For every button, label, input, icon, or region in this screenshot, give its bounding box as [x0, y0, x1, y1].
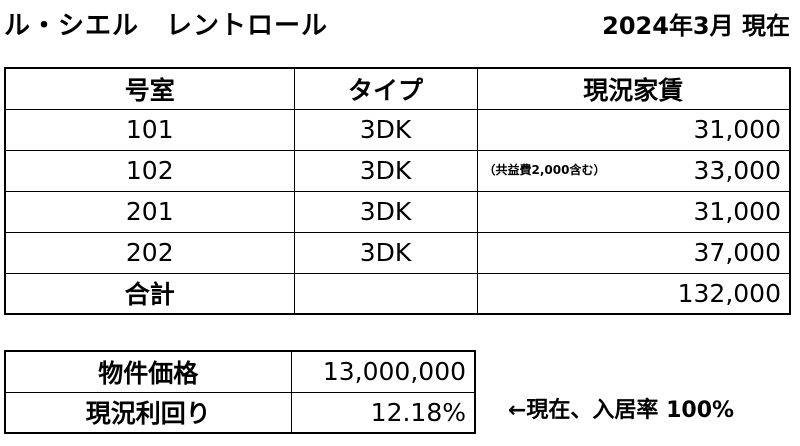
total-row: 合計 132,000	[4, 272, 791, 315]
room-type: 3DK	[293, 149, 478, 192]
room-number: 201	[4, 190, 295, 233]
total-rent: 132,000	[476, 272, 791, 315]
room-number: 202	[4, 231, 295, 274]
property-price-label: 物件価格	[4, 350, 292, 393]
column-header-room: 号室	[4, 67, 295, 110]
rent-roll-table: 号室 タイプ 現況家賃 101 3DK 31,000 102 3DK （共益費2…	[4, 67, 791, 315]
room-number: 101	[4, 108, 295, 151]
total-label: 合計	[4, 272, 295, 315]
header-row: 号室 タイプ 現況家賃	[4, 67, 791, 110]
yield-row: 現況利回り 12.18%	[4, 391, 476, 434]
current-rent: 33,000	[693, 156, 781, 185]
document-title: ル・シエル レントロール	[4, 11, 329, 41]
current-rent: 31,000	[476, 108, 791, 151]
empty-cell	[293, 272, 478, 315]
column-header-rent: 現況家賃	[476, 67, 791, 110]
current-yield-label: 現況利回り	[4, 391, 292, 434]
current-yield-value: 12.18%	[290, 391, 476, 434]
room-type: 3DK	[293, 231, 478, 274]
table-row: 102 3DK （共益費2,000含む） 33,000	[4, 149, 791, 192]
current-rent-cell: （共益費2,000含む） 33,000	[476, 149, 791, 192]
current-rent: 31,000	[476, 190, 791, 233]
common-fee-note: （共益費2,000含む）	[483, 162, 606, 177]
room-type: 3DK	[293, 190, 478, 233]
table-row: 202 3DK 37,000	[4, 231, 791, 274]
table-row: 201 3DK 31,000	[4, 190, 791, 233]
column-header-type: タイプ	[293, 67, 478, 110]
table-row: 101 3DK 31,000	[4, 108, 791, 151]
room-number: 102	[4, 149, 295, 192]
as-of-date: 2024年3月 現在	[602, 12, 790, 40]
occupancy-note: ←現在、入居率 100%	[508, 398, 735, 423]
property-price-value: 13,000,000	[290, 350, 476, 393]
room-type: 3DK	[293, 108, 478, 151]
current-rent: 37,000	[476, 231, 791, 274]
investment-summary-table: 物件価格 13,000,000 現況利回り 12.18%	[4, 350, 476, 434]
price-row: 物件価格 13,000,000	[4, 350, 476, 393]
